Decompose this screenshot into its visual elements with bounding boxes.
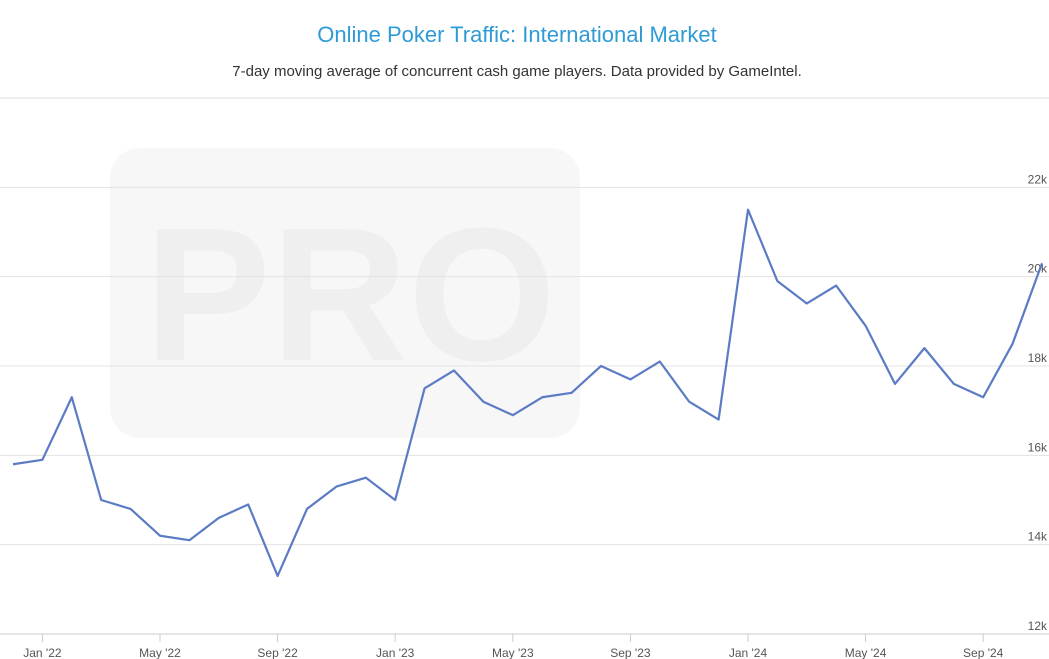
x-tick-label: Sep '22 (257, 646, 298, 659)
x-tick-label: Jan '23 (376, 646, 415, 659)
chart-subtitle: 7-day moving average of concurrent cash … (232, 63, 801, 80)
y-tick-label: 12k (1028, 619, 1048, 633)
y-tick-label: 14k (1028, 530, 1048, 544)
y-tick-label: 20k (1028, 262, 1048, 276)
x-tick-label: May '24 (845, 646, 887, 659)
x-tick-label: Jan '24 (729, 646, 768, 659)
x-tick-label: Sep '23 (610, 646, 651, 659)
x-tick-label: May '22 (139, 646, 181, 659)
chart-title: Online Poker Traffic: International Mark… (317, 22, 716, 47)
series-line (12, 208, 1044, 578)
y-tick-label: 16k (1028, 440, 1048, 454)
x-tick-label: Jan '22 (23, 646, 62, 659)
watermark: PRO (144, 189, 556, 401)
y-tick-label: 22k (1028, 172, 1048, 186)
x-tick-label: Sep '24 (963, 646, 1004, 659)
y-tick-label: 18k (1028, 351, 1048, 365)
x-tick-label: May '23 (492, 646, 534, 659)
